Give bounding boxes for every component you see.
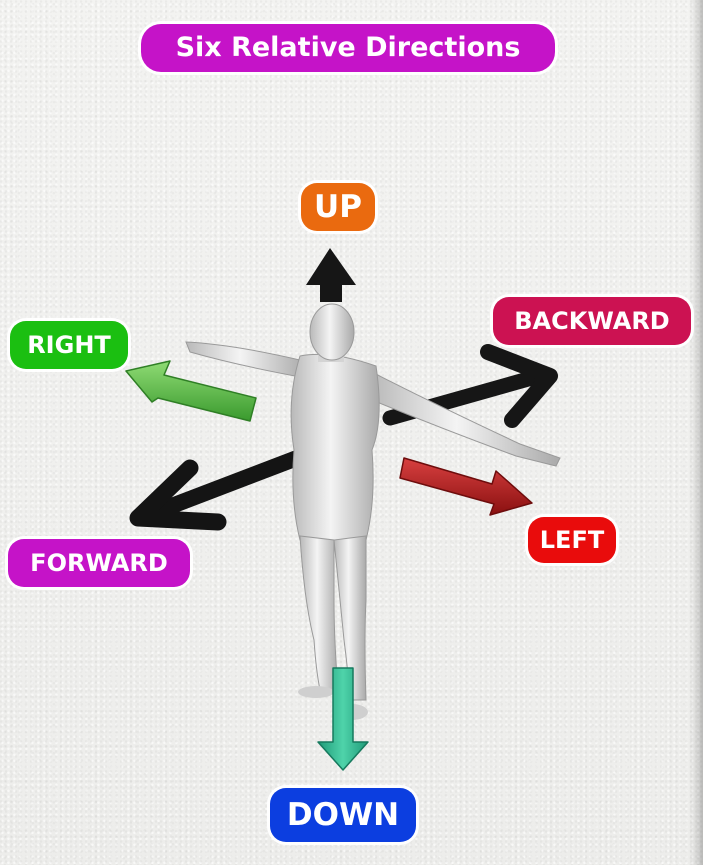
label-backward: BACKWARD <box>493 297 691 345</box>
label-forward: FORWARD <box>8 539 190 587</box>
label-up: UP <box>301 183 375 231</box>
arrow-down-icon <box>317 667 369 771</box>
arrow-right-direction-icon <box>125 360 257 422</box>
page-edge-shadow <box>689 0 703 865</box>
diagram-title: Six Relative Directions <box>141 24 555 72</box>
arrow-left-direction-icon <box>399 457 533 516</box>
label-right: RIGHT <box>10 321 128 369</box>
label-down: DOWN <box>270 788 416 842</box>
label-left: LEFT <box>528 517 616 563</box>
arrow-up-icon <box>306 248 356 302</box>
arrow-forward-icon <box>129 442 326 531</box>
